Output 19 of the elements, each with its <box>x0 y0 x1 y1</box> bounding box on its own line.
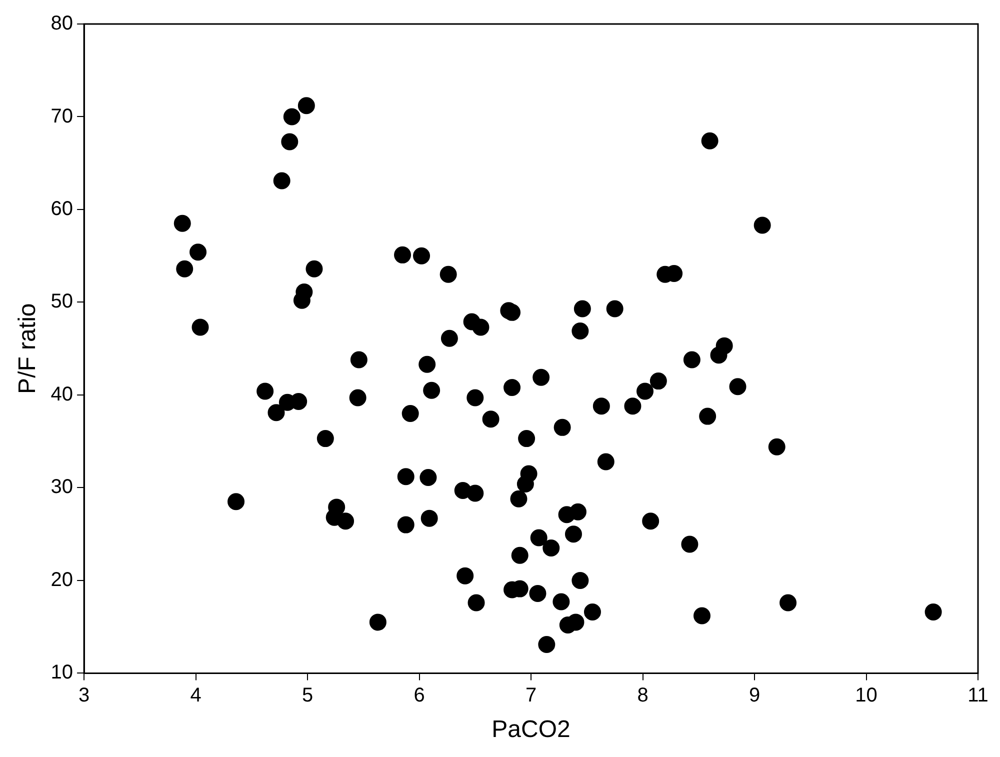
y-axis-title: P/F ratio <box>14 303 42 394</box>
x-tick-label: 6 <box>414 684 425 707</box>
y-tick-label: 40 <box>50 383 74 406</box>
x-tick-label: 9 <box>748 684 760 707</box>
x-tick-label: 11 <box>968 684 988 707</box>
x-axis-title: PaCO2 <box>492 716 570 744</box>
x-tick-label: 8 <box>637 684 648 707</box>
x-tick-label: 10 <box>855 684 878 707</box>
x-tick-label: 4 <box>190 684 202 707</box>
y-tick-label: 10 <box>50 662 74 684</box>
x-tick-label: 7 <box>525 684 537 707</box>
y-tick-label: 50 <box>50 290 74 313</box>
y-tick-label: 20 <box>50 568 74 591</box>
y-tick-label: 30 <box>50 476 74 498</box>
x-tick-label: 3 <box>78 684 90 707</box>
x-tick-label: 5 <box>302 684 314 707</box>
y-tick-label: 80 <box>50 12 74 35</box>
y-tick-label: 70 <box>50 105 74 128</box>
y-tick-label: 60 <box>50 198 74 220</box>
